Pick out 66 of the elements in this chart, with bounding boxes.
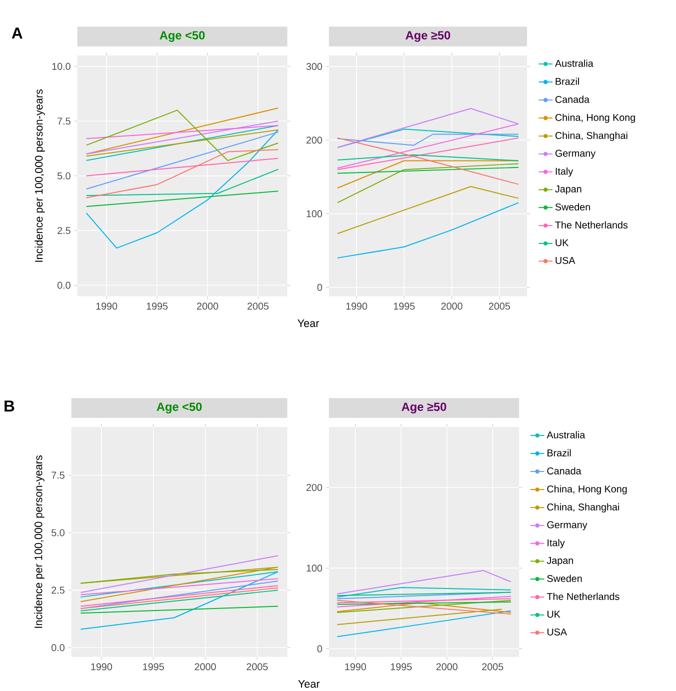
y-tick-label: 5.0 xyxy=(58,172,71,180)
x-tick-label: 1990 xyxy=(346,302,368,310)
legend-label: China, Hong Kong xyxy=(556,114,636,123)
y-tick-label: 10.0 xyxy=(52,62,71,70)
legend-label: The Netherlands xyxy=(555,221,628,229)
y-tick-label: 5.0 xyxy=(52,529,65,536)
y-tick-label: 7.5 xyxy=(52,472,65,479)
chart-title: Age <50 xyxy=(156,402,202,414)
legend-label: UK xyxy=(556,239,569,246)
x-tick-label: 2000 xyxy=(194,663,216,670)
y-tick-label: 200 xyxy=(306,136,322,144)
legend-label: Italy xyxy=(556,168,574,177)
legend-label: Italy xyxy=(548,539,565,548)
legend-label: Germany xyxy=(547,521,588,530)
x-tick-label: 2000 xyxy=(436,663,458,670)
legend-label: China, Shanghai xyxy=(556,132,628,141)
x-axis-title: Year xyxy=(298,680,320,688)
legend-label: Canada xyxy=(547,467,582,474)
y-tick-label: 100 xyxy=(306,564,322,572)
y-tick-label: 100 xyxy=(306,210,322,218)
legend-label: UK xyxy=(548,610,560,618)
chart-title: Age ≥50 xyxy=(406,31,450,42)
text: B xyxy=(4,400,14,412)
x-tick-label: 2005 xyxy=(248,302,269,310)
y-tick-label: 0 xyxy=(318,645,322,652)
x-tick-label: 2005 xyxy=(482,663,504,670)
legend-label: Brazil xyxy=(556,78,580,85)
legend-label: Japan xyxy=(547,557,574,566)
x-tick-label: 1995 xyxy=(394,302,415,310)
legend-label: Australia xyxy=(546,431,586,438)
x-tick-label: 2005 xyxy=(489,302,510,310)
legend-label: Canada xyxy=(556,96,590,103)
y-tick-label: 0.0 xyxy=(52,644,65,652)
y-tick-label: 300 xyxy=(306,63,322,70)
chart-title: Age <50 xyxy=(160,31,205,42)
legend-label: Sweden xyxy=(556,203,590,210)
x-tick-label: 1990 xyxy=(345,663,366,670)
text: A xyxy=(12,28,23,39)
legend-label: Sweden xyxy=(547,574,582,582)
legend-label: Japan xyxy=(555,186,582,194)
x-tick-label: 1995 xyxy=(146,302,168,310)
legend-label: Australia xyxy=(555,60,594,67)
legend-label: Brazil xyxy=(548,449,571,456)
y-axis-title: Incidence per 100,000 person-years xyxy=(34,89,45,262)
y-tick-label: 2.5 xyxy=(52,586,65,594)
x-tick-label: 2005 xyxy=(246,663,268,670)
y-tick-label: 7.5 xyxy=(58,118,71,125)
x-tick-label: 2000 xyxy=(197,302,218,310)
x-tick-label: 1995 xyxy=(143,663,164,670)
x-tick-label: 1990 xyxy=(91,663,112,670)
legend-label: China, Shanghai xyxy=(547,503,620,512)
y-tick-label: 200 xyxy=(306,484,322,491)
y-axis-title: Incidence per 100,000 person-years xyxy=(34,455,45,628)
x-tick-label: 1995 xyxy=(391,663,412,670)
legend-label: China, Hong Kong xyxy=(547,485,627,494)
legend-label: The Netherlands xyxy=(547,592,620,600)
legend-label: Germany xyxy=(556,150,596,159)
y-tick-label: 0 xyxy=(318,284,322,291)
chart-title: Age ≥50 xyxy=(402,402,446,414)
y-tick-label: 2.5 xyxy=(58,227,71,234)
legend-label: USA xyxy=(556,256,576,264)
x-tick-label: 2000 xyxy=(441,302,463,310)
y-tick-label: 0.0 xyxy=(58,282,71,289)
x-tick-label: 1990 xyxy=(96,302,118,310)
legend-label: USA xyxy=(548,628,568,636)
x-axis-title: Year xyxy=(298,320,320,328)
